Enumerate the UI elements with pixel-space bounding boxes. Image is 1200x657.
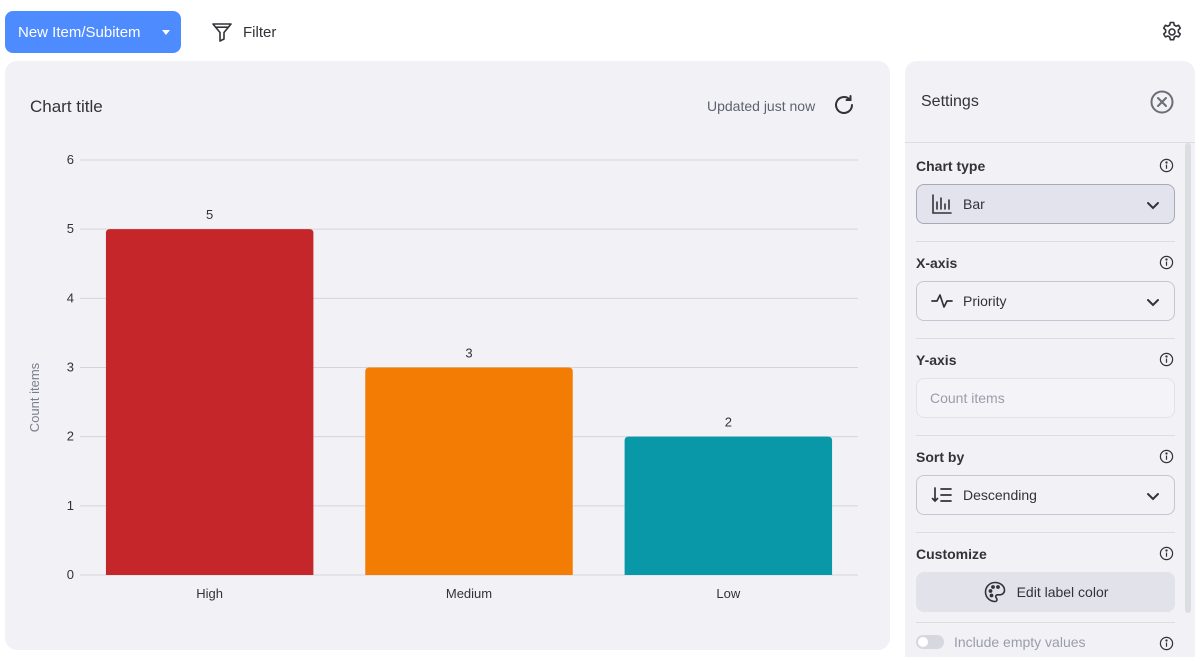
filter-button[interactable]: Filter	[210, 17, 276, 47]
y-tick-label: 1	[67, 498, 74, 513]
settings-header: Settings	[905, 61, 1195, 143]
divider	[916, 622, 1175, 623]
settings-title: Settings	[921, 93, 979, 110]
toggle-knob	[918, 637, 928, 647]
divider	[916, 241, 1175, 242]
bar-chart-icon	[931, 193, 953, 215]
info-icon[interactable]	[1159, 449, 1174, 464]
bar-low[interactable]	[624, 436, 833, 575]
bar-medium[interactable]	[365, 367, 573, 576]
customize-section: Customize Edit label color	[916, 543, 1175, 613]
include-empty-label: Include empty values	[954, 634, 1086, 650]
include-empty-row: Include empty values	[916, 634, 1086, 650]
divider	[916, 338, 1175, 339]
customize-label: Customize	[916, 546, 987, 562]
include-empty-toggle[interactable]	[916, 635, 944, 649]
chart-type-section: Chart type Bar	[916, 155, 1175, 225]
edit-label-color-label: Edit label color	[1016, 584, 1109, 600]
y-axis-input[interactable]: Count items	[916, 378, 1175, 418]
x-axis-label: X-axis	[916, 255, 958, 271]
settings-scrollbar[interactable]	[1185, 143, 1191, 613]
x-axis-value: Priority	[963, 293, 1007, 309]
sort-by-select[interactable]: Descending	[916, 475, 1175, 515]
info-icon[interactable]	[1159, 158, 1174, 173]
info-icon[interactable]	[1159, 636, 1174, 651]
edit-label-color-button[interactable]: Edit label color	[916, 572, 1175, 612]
gear-icon[interactable]	[1160, 20, 1184, 44]
sort-by-section: Sort by Descending	[916, 446, 1175, 516]
divider	[916, 532, 1175, 533]
y-tick-label: 4	[67, 290, 74, 305]
updated-status: Updated just now	[707, 98, 816, 114]
chevron-down-icon	[1147, 493, 1159, 501]
info-icon[interactable]	[1159, 255, 1174, 270]
new-item-button[interactable]: New Item/Subitem	[5, 11, 181, 53]
chart-type-label: Chart type	[916, 158, 986, 174]
y-tick-label: 5	[67, 221, 74, 236]
x-tick-label: High	[196, 586, 223, 601]
data-label: 2	[725, 415, 732, 430]
x-axis-select[interactable]: Priority	[916, 281, 1175, 321]
chart-type-value: Bar	[963, 196, 985, 212]
x-tick-label: Medium	[446, 586, 492, 601]
data-label: 3	[465, 346, 472, 361]
y-tick-label: 0	[67, 567, 74, 582]
y-tick-label: 2	[67, 429, 74, 444]
y-axis-title: Count items	[27, 362, 42, 432]
x-axis-section: X-axis Priority	[916, 252, 1175, 322]
y-tick-label: 6	[67, 152, 74, 167]
sort-by-label: Sort by	[916, 449, 965, 465]
chart-type-select[interactable]: Bar	[916, 184, 1175, 224]
y-tick-label: 3	[67, 360, 74, 375]
refresh-icon[interactable]	[832, 93, 856, 117]
y-axis-section: Y-axis Count items	[916, 349, 1175, 419]
close-icon[interactable]	[1149, 89, 1175, 115]
toolbar: New Item/Subitem Filter	[0, 0, 1200, 62]
filter-label: Filter	[243, 23, 277, 41]
caret-down-icon	[162, 29, 170, 35]
info-icon[interactable]	[1159, 352, 1174, 367]
info-icon[interactable]	[1159, 546, 1174, 561]
sort-descending-icon	[931, 484, 953, 506]
divider	[916, 435, 1175, 436]
chart-card: Chart title Updated just now 0 1 2 3 4 5 6 Coun…	[5, 61, 890, 650]
new-item-label: New Item/Subitem	[18, 23, 141, 41]
y-axis-placeholder: Count items	[930, 390, 1005, 406]
chart-title[interactable]: Chart title	[30, 97, 103, 116]
include-empty-section: Include empty values	[916, 632, 1175, 657]
chevron-down-icon	[1147, 299, 1159, 307]
x-tick-label: Low	[716, 586, 740, 601]
sort-by-value: Descending	[963, 487, 1037, 503]
palette-icon	[984, 581, 1005, 603]
chevron-down-icon	[1147, 202, 1159, 210]
settings-panel: Settings Chart type Bar X-axis	[905, 61, 1195, 657]
bar-high[interactable]	[105, 229, 314, 575]
data-label: 5	[206, 207, 213, 222]
new-item-dropdown-arrow[interactable]	[151, 11, 181, 53]
y-axis-label: Y-axis	[916, 352, 957, 368]
pulse-icon	[931, 290, 953, 312]
filter-icon	[212, 23, 232, 42]
bar-chart: 0 1 2 3 4 5 6 Count items 5 High 3 Medium 2 Low	[27, 152, 858, 601]
